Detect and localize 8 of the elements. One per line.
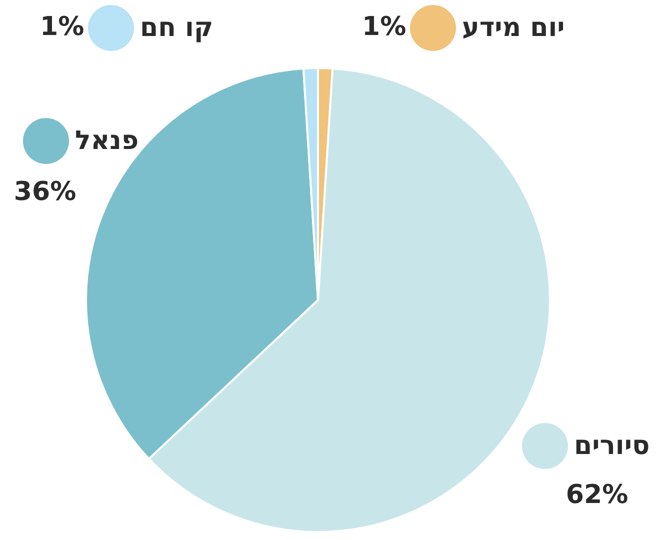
data-label: 62%: [566, 480, 628, 510]
legend-label: יום מידע: [462, 13, 565, 43]
legend-label: קו חם: [140, 13, 214, 43]
legend-label: פנאל: [75, 126, 139, 156]
data-label: 1%: [362, 12, 406, 42]
data-label: 36%: [14, 177, 76, 207]
data-label: 1%: [40, 12, 84, 42]
legend-label: סיורים: [574, 431, 650, 461]
